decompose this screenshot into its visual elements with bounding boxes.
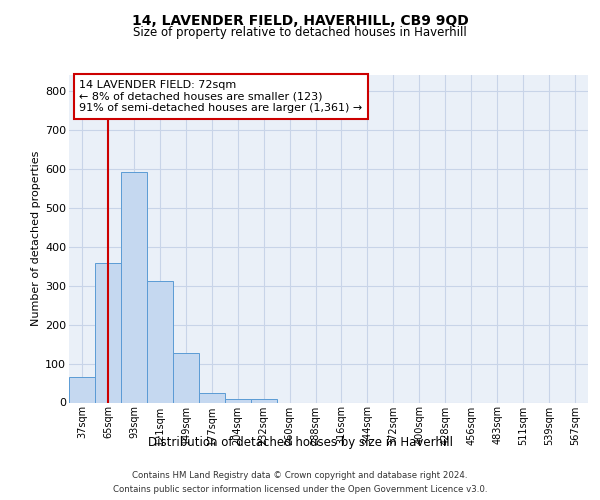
Text: 14, LAVENDER FIELD, HAVERHILL, CB9 9QD: 14, LAVENDER FIELD, HAVERHILL, CB9 9QD <box>131 14 469 28</box>
Bar <box>173 352 199 403</box>
Text: Size of property relative to detached houses in Haverhill: Size of property relative to detached ho… <box>133 26 467 39</box>
Text: Contains public sector information licensed under the Open Government Licence v3: Contains public sector information licen… <box>113 484 487 494</box>
Bar <box>251 400 277 402</box>
Y-axis label: Number of detached properties: Number of detached properties <box>31 151 41 326</box>
Bar <box>95 263 121 402</box>
Bar <box>147 281 173 402</box>
Text: Contains HM Land Registry data © Crown copyright and database right 2024.: Contains HM Land Registry data © Crown c… <box>132 472 468 480</box>
Text: 14 LAVENDER FIELD: 72sqm
← 8% of detached houses are smaller (123)
91% of semi-d: 14 LAVENDER FIELD: 72sqm ← 8% of detache… <box>79 80 362 113</box>
Bar <box>199 393 224 402</box>
Text: Distribution of detached houses by size in Haverhill: Distribution of detached houses by size … <box>148 436 452 449</box>
Bar <box>225 400 251 402</box>
Bar <box>69 377 95 402</box>
Bar <box>121 172 147 402</box>
